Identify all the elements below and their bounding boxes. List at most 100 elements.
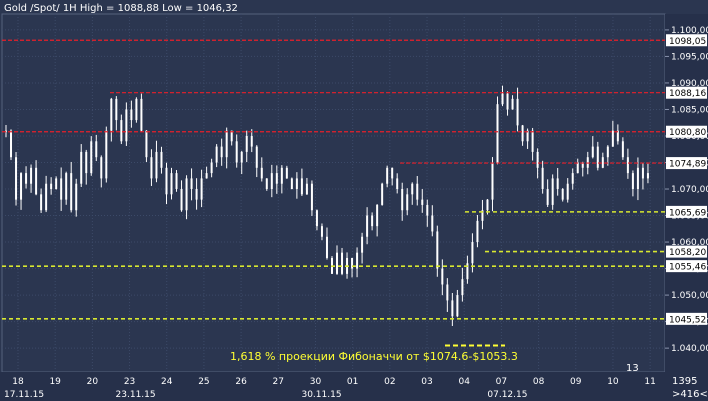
candle-body xyxy=(195,189,198,200)
candle-body xyxy=(45,183,48,211)
candle-body xyxy=(446,284,449,301)
candle-body xyxy=(25,173,28,184)
candle-body xyxy=(616,130,619,142)
support-price-box xyxy=(666,245,707,258)
candle-body xyxy=(295,178,298,190)
candle-body xyxy=(426,204,429,216)
x-tick-label: 01 xyxy=(347,377,358,387)
candle-body xyxy=(636,167,639,190)
candle-body xyxy=(471,242,474,264)
candle-body xyxy=(205,173,208,179)
candle-body xyxy=(10,130,13,158)
candle-body xyxy=(361,236,364,253)
candle-body xyxy=(441,268,444,285)
candle-body xyxy=(135,98,138,121)
y-tick-label: 1.095,00 xyxy=(671,52,708,62)
candle-body xyxy=(270,173,273,190)
candle-body xyxy=(621,141,624,158)
candle-body xyxy=(571,173,574,184)
candle-body xyxy=(476,220,479,243)
candle-body xyxy=(561,189,564,200)
date-label: 07.12.15 xyxy=(487,390,527,400)
candle-body xyxy=(581,162,584,168)
candle-body xyxy=(501,93,504,105)
support-price-label: 1058,20 xyxy=(669,248,706,258)
candle-body xyxy=(100,157,103,179)
y-tick-label: 1.090,00 xyxy=(671,79,708,89)
candle-body xyxy=(250,135,253,147)
scroll-position-label[interactable]: 1395 xyxy=(672,376,698,387)
candle-body xyxy=(40,194,43,211)
fibonacci-annotation: 1,618 % проекции Фибоначчи от $1074.6-$1… xyxy=(230,350,518,363)
candle-body xyxy=(416,183,419,200)
date-label: 23.11.15 xyxy=(116,390,156,400)
candle-body xyxy=(496,104,499,163)
candle-body xyxy=(105,130,108,179)
resistance-price-box xyxy=(666,86,707,99)
x-tick-label: 27 xyxy=(273,377,284,387)
x-tick-label: 10 xyxy=(607,377,619,387)
date-label: 17.11.15 xyxy=(4,390,44,400)
support-price-box xyxy=(666,312,707,325)
candle-body xyxy=(70,173,73,211)
candle-body xyxy=(576,162,579,174)
candle-body xyxy=(556,178,559,190)
bar-count-badge: 13 xyxy=(626,363,639,374)
candle-body xyxy=(526,130,529,142)
x-tick-label: 19 xyxy=(49,377,61,387)
candle-body xyxy=(646,173,649,179)
candle-body xyxy=(245,135,248,152)
candle-body xyxy=(516,98,519,126)
candle-body xyxy=(170,173,173,195)
candle-body xyxy=(225,130,228,158)
candle-body xyxy=(310,183,313,211)
candle-body xyxy=(305,183,308,195)
time-axis-panel xyxy=(0,372,708,401)
candle-body xyxy=(265,178,268,190)
candle-body xyxy=(215,146,218,163)
candle-body xyxy=(60,178,63,200)
x-tick-label: 25 xyxy=(198,377,209,387)
candle-body xyxy=(260,167,263,179)
x-tick-label: 04 xyxy=(458,377,470,387)
candle-body xyxy=(190,178,193,190)
x-tick-label: 24 xyxy=(161,377,173,387)
chart-header: Gold /Spot/ 1H High = 1088,88 Low = 1046… xyxy=(4,3,238,14)
x-tick-label: 20 xyxy=(87,377,99,387)
candle-body xyxy=(521,125,524,142)
candle-body xyxy=(15,157,18,200)
x-tick-label: 09 xyxy=(570,377,582,387)
candle-body xyxy=(220,146,223,158)
candle-body xyxy=(536,151,539,168)
candle-body xyxy=(566,183,569,200)
candle-body xyxy=(351,257,354,269)
candle-body xyxy=(401,189,404,211)
candle-body xyxy=(155,151,158,179)
candle-body xyxy=(50,183,53,190)
candle-body xyxy=(386,167,389,184)
candle-body xyxy=(35,167,38,195)
x-tick-label: 26 xyxy=(235,377,247,387)
candle-body xyxy=(626,157,629,174)
x-tick-label: 11 xyxy=(644,377,655,387)
scroll-offset-label[interactable]: >416< xyxy=(672,389,708,400)
y-tick-label: 1.060,00 xyxy=(671,238,708,248)
x-tick-label: 18 xyxy=(12,377,24,387)
candle-body xyxy=(275,173,278,184)
candle-body xyxy=(366,215,369,237)
candle-body xyxy=(421,199,424,205)
candle-body xyxy=(165,167,168,195)
candle-body xyxy=(90,141,93,174)
resistance-price-label: 1074,89 xyxy=(669,160,706,170)
candle-body xyxy=(180,189,183,211)
candle-body xyxy=(20,173,23,200)
resistance-price-label: 1088,16 xyxy=(669,89,706,99)
candle-body xyxy=(431,215,434,232)
candle-body xyxy=(466,263,469,280)
candle-body xyxy=(130,109,133,121)
candle-body xyxy=(551,178,554,205)
candle-body xyxy=(315,210,318,227)
